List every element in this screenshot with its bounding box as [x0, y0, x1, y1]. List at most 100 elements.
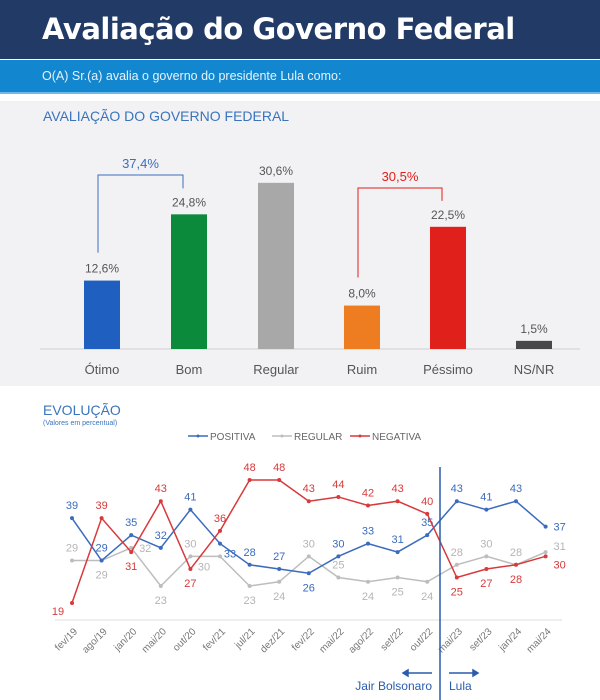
group-bracket — [357, 187, 443, 278]
data-point — [277, 567, 282, 572]
x-tick-label: fev/21 — [201, 626, 228, 653]
x-tick-label: fev/22 — [290, 626, 317, 653]
data-point — [366, 579, 370, 584]
header: Avaliação do Governo Federal — [0, 0, 600, 59]
data-label: 27 — [480, 578, 492, 590]
data-point — [158, 584, 163, 588]
data-label: 28 — [451, 547, 463, 559]
data-label: 19 — [52, 606, 64, 618]
line-chart-title: EVOLUÇÃO — [43, 402, 121, 418]
data-label: 30 — [480, 538, 492, 550]
data-point — [454, 499, 459, 504]
data-point — [306, 571, 311, 576]
data-point — [366, 541, 370, 546]
data-point — [218, 554, 222, 559]
bar-category-label: Bom — [176, 362, 203, 377]
bar-category-label: NS/NR — [514, 362, 554, 377]
data-point — [484, 567, 489, 572]
data-label: 31 — [125, 561, 137, 573]
x-tick-label: ago/22 — [347, 626, 377, 656]
data-label: 40 — [421, 496, 433, 508]
x-tick-label: ago/19 — [80, 626, 110, 656]
arrow-right-icon — [449, 668, 480, 678]
data-label: 27 — [273, 551, 285, 563]
data-label: 32 — [155, 530, 167, 542]
data-point — [70, 600, 74, 605]
data-point — [129, 545, 134, 550]
data-point — [99, 516, 104, 521]
arrow-left-icon — [401, 668, 432, 678]
x-tick-label: set/22 — [379, 626, 406, 653]
data-label: 43 — [303, 483, 315, 495]
data-label: 48 — [243, 462, 255, 474]
legend-label: REGULAR — [294, 432, 342, 443]
data-label: 27 — [184, 578, 196, 590]
data-point — [514, 562, 518, 567]
data-point — [425, 511, 430, 516]
x-tick-label: mai/22 — [318, 626, 347, 655]
x-tick-label: jan/20 — [112, 626, 140, 654]
bar-0 — [84, 280, 120, 349]
data-label: 39 — [95, 500, 107, 512]
bar-value-label: 22,5% — [431, 208, 465, 222]
bar-4 — [430, 226, 466, 349]
data-point — [543, 554, 548, 559]
data-label: 30 — [553, 559, 565, 571]
group-total-label: 30,5% — [382, 169, 419, 184]
data-point — [425, 579, 430, 584]
data-point — [218, 541, 222, 546]
group-total-label: 37,4% — [122, 156, 159, 171]
data-label: 24 — [362, 591, 374, 603]
x-tick-label: dez/21 — [258, 626, 287, 655]
data-point — [129, 533, 134, 538]
bar-3 — [344, 305, 380, 349]
data-label: 36 — [214, 513, 226, 525]
data-label: 35 — [125, 517, 137, 529]
bar-value-label: 12,6% — [85, 262, 119, 276]
data-label: 26 — [303, 582, 315, 594]
data-label: 31 — [391, 534, 403, 546]
data-point — [336, 575, 341, 580]
x-tick-label: fev/19 — [53, 626, 80, 653]
data-label: 43 — [451, 483, 463, 495]
data-point — [247, 478, 252, 482]
data-point — [306, 554, 311, 559]
data-label: 43 — [155, 483, 167, 495]
data-label: 30 — [184, 538, 196, 550]
x-tick-label: out/22 — [408, 626, 436, 654]
data-label: 43 — [391, 483, 403, 495]
data-label: 23 — [243, 595, 255, 607]
data-point — [454, 575, 459, 580]
data-label: 32 — [139, 543, 151, 555]
bar-category-label: Regular — [253, 362, 299, 377]
data-label: 33 — [362, 526, 374, 538]
data-label: 41 — [184, 492, 196, 504]
group-bracket — [97, 174, 184, 253]
data-label: 24 — [421, 591, 433, 603]
data-label: 28 — [243, 547, 255, 559]
data-label: 25 — [332, 560, 344, 572]
data-point — [277, 579, 282, 584]
data-point — [188, 554, 193, 559]
data-point — [336, 554, 341, 559]
data-point — [514, 499, 518, 504]
data-label: 33 — [224, 549, 236, 561]
data-label: 29 — [66, 543, 78, 555]
label-bolsonaro: Jair Bolsonaro — [355, 679, 432, 693]
data-label: 41 — [480, 492, 492, 504]
data-label: 28 — [510, 547, 522, 559]
bar-category-label: Ótimo — [85, 362, 120, 377]
data-point — [188, 567, 193, 572]
data-label: 42 — [362, 487, 374, 499]
data-label: 30 — [303, 538, 315, 550]
x-tick-label: out/20 — [171, 626, 199, 654]
x-tick-label: mai/24 — [525, 626, 554, 655]
legend-label: POSITIVA — [210, 432, 256, 443]
x-tick-label: mai/20 — [140, 626, 169, 655]
data-point — [188, 507, 193, 512]
legend-marker — [280, 434, 284, 438]
data-point — [543, 550, 548, 555]
data-point — [247, 584, 252, 588]
legend-marker — [358, 434, 362, 438]
